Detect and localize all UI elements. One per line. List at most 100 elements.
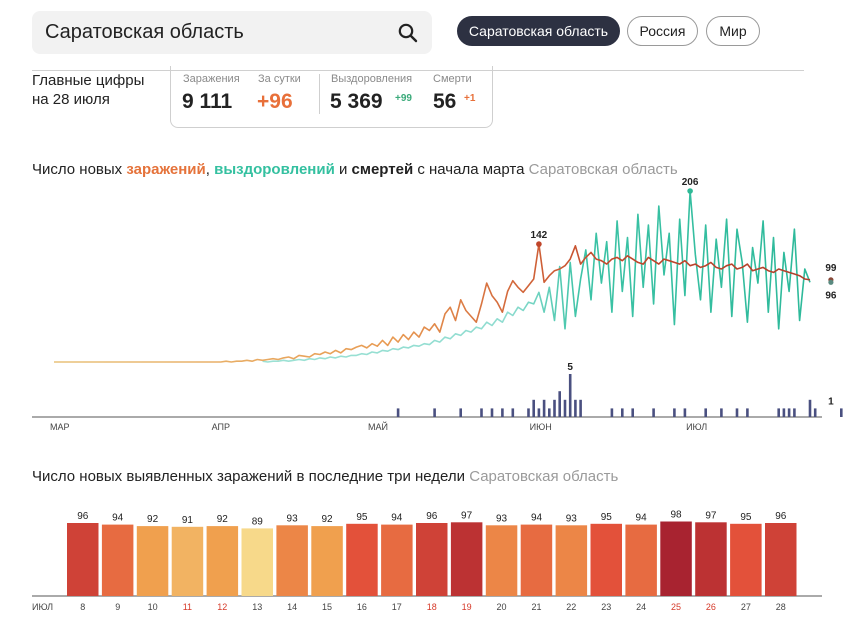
bar-day-label-20: 20 <box>496 602 506 612</box>
death-bar-146 <box>813 408 817 417</box>
bar-13 <box>241 528 273 596</box>
bar-value-14: 93 <box>287 513 299 524</box>
line-title-infections: заражений <box>126 161 206 178</box>
death-bar-139 <box>777 408 780 417</box>
death-bar-119 <box>673 408 676 417</box>
annotation-dot-4 <box>828 279 834 285</box>
recoveries-delta: +99 <box>395 93 412 104</box>
infections-label: Заражения <box>183 73 240 85</box>
main-figures-title-line1: Главные цифры <box>32 72 145 89</box>
bar-day-label-28: 28 <box>776 602 786 612</box>
x-tick-label-4: ИЮЛ <box>686 422 707 432</box>
annotation-label-4: 96 <box>825 290 837 301</box>
bar-value-25: 98 <box>670 510 682 521</box>
bar-day-label-27: 27 <box>741 602 751 612</box>
death-bar-98 <box>563 399 567 417</box>
death-bar-121 <box>683 408 687 417</box>
line-title-recoveries: выздоровлений <box>214 161 335 178</box>
bar-value-17: 94 <box>391 513 403 524</box>
line-title-part-1: Число новых <box>32 161 127 178</box>
bar-day-label-8: 8 <box>80 602 85 612</box>
annotation-label-0: 142 <box>531 230 548 241</box>
death-bar-86 <box>501 408 504 417</box>
bar-day-label-26: 26 <box>706 602 716 612</box>
death-bar-133 <box>746 408 749 417</box>
death-bar-94 <box>542 399 546 417</box>
deaths-delta: +1 <box>464 93 476 104</box>
infections-value: 9 111 <box>182 90 233 113</box>
death-bar-115 <box>652 408 655 417</box>
bar-day-label-10: 10 <box>148 602 158 612</box>
death-bar-125 <box>704 408 707 417</box>
recoveries-value: 5 369 <box>330 90 383 113</box>
search-input[interactable]: Саратовская область <box>45 21 244 43</box>
bar-18 <box>416 523 448 596</box>
annotation-label-2: 5 <box>567 362 573 373</box>
bar-title-text: Число новых выявленных заражений в после… <box>32 468 466 485</box>
death-bar-88 <box>511 408 515 417</box>
bar-value-15: 92 <box>321 514 333 525</box>
bar-chart-title: Число новых выявленных заражений в после… <box>32 468 618 485</box>
pill-saratov[interactable]: Саратовская область <box>457 16 620 46</box>
bar-11 <box>171 526 204 596</box>
search-icon[interactable] <box>398 23 418 43</box>
bar-21 <box>520 524 553 596</box>
line-title-part-5: и <box>334 161 352 178</box>
bar-28 <box>765 523 797 596</box>
bar-27 <box>730 523 762 596</box>
bar-value-18: 96 <box>426 511 438 522</box>
recoveries-line <box>262 190 811 363</box>
bar-value-26: 97 <box>705 510 717 521</box>
bar-day-label-21: 21 <box>531 602 541 612</box>
death-bar-131 <box>735 408 739 417</box>
daily-value: +96 <box>257 90 293 113</box>
death-bar-128 <box>720 408 723 417</box>
bar-day-label-15: 15 <box>322 602 332 612</box>
pill-russia[interactable]: Россия <box>627 16 698 46</box>
bar-value-24: 94 <box>636 513 648 524</box>
bar-23 <box>590 523 622 596</box>
bar-value-28: 96 <box>775 511 787 522</box>
bar-value-13: 89 <box>252 516 264 527</box>
bar-12 <box>206 526 239 596</box>
line-title-deaths: смертей <box>351 161 414 178</box>
bar-day-label-11: 11 <box>183 602 192 612</box>
annotation-label-1: 206 <box>682 177 699 188</box>
death-bar-96 <box>553 399 556 417</box>
death-bar-99 <box>568 374 572 417</box>
death-bar-101 <box>579 399 582 417</box>
death-bar-111 <box>631 408 634 417</box>
bar-value-8: 96 <box>77 511 89 522</box>
bar-day-label-16: 16 <box>357 602 367 612</box>
main-figures-card: Заражения 9 111 За сутки +96 Выздоровлен… <box>170 66 493 128</box>
bar-value-10: 92 <box>147 514 159 525</box>
bar-day-label-22: 22 <box>566 602 576 612</box>
bar-value-12: 92 <box>217 514 229 525</box>
bar-value-19: 97 <box>461 510 473 521</box>
death-bar-151 <box>840 408 843 417</box>
bar-month-label: ИЮЛ <box>32 602 53 612</box>
bar-value-21: 94 <box>531 513 543 524</box>
bar-16 <box>346 523 378 596</box>
bar-value-16: 95 <box>356 512 368 523</box>
x-tick-label-0: МАР <box>50 422 70 432</box>
bar-day-label-17: 17 <box>392 602 402 612</box>
bar-24 <box>625 524 657 596</box>
bar-value-22: 93 <box>566 513 578 524</box>
bar-9 <box>101 524 134 596</box>
death-bar-107 <box>610 408 614 417</box>
bar-15 <box>311 526 343 596</box>
annotation-label-3: 99 <box>825 263 837 274</box>
bar-day-label-24: 24 <box>636 602 646 612</box>
recoveries-label: Выздоровления <box>331 73 413 85</box>
bar-value-9: 94 <box>112 513 124 524</box>
bar-day-label-23: 23 <box>601 602 611 612</box>
x-tick-label-3: ИЮН <box>530 422 552 432</box>
death-bar-91 <box>527 408 530 417</box>
bar-day-label-19: 19 <box>462 602 472 612</box>
pill-world[interactable]: Мир <box>706 16 760 46</box>
search-bar[interactable]: Саратовская область <box>32 11 432 54</box>
death-bar-145 <box>808 399 812 417</box>
infections-line <box>54 243 811 363</box>
death-bar-109 <box>621 408 624 417</box>
